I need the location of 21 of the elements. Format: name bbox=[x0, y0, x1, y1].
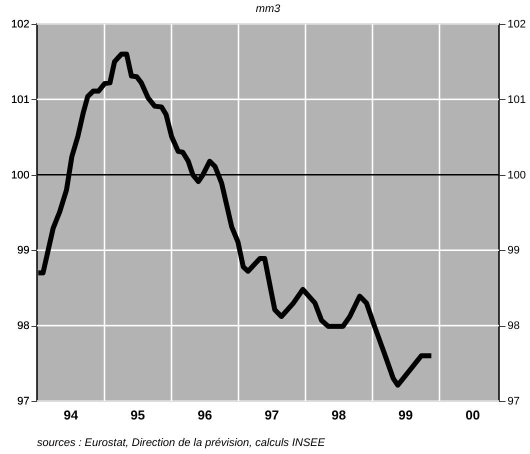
x-tick-label: 96 bbox=[198, 408, 212, 422]
y-tick-label: 97 bbox=[17, 396, 30, 408]
y2-tick-label: 100 bbox=[508, 169, 526, 182]
x-tick-label: 97 bbox=[264, 408, 280, 422]
x-tick-label: 98 bbox=[331, 408, 346, 422]
y-tick-label: 98 bbox=[17, 320, 30, 332]
x-tick-label: 00 bbox=[466, 408, 480, 422]
y-tick-label: 100 bbox=[11, 169, 30, 182]
x-tick-label: 95 bbox=[130, 408, 146, 422]
chart-title: mm3 bbox=[256, 3, 282, 15]
y2-tick-label: 101 bbox=[508, 94, 526, 106]
y2-tick-label: 98 bbox=[508, 320, 520, 332]
y-tick-label: 101 bbox=[11, 94, 30, 106]
y-tick-label: 99 bbox=[17, 244, 30, 257]
y2-tick-label: 99 bbox=[508, 244, 520, 257]
x-tick-label: 99 bbox=[398, 408, 413, 422]
y-tick-label: 102 bbox=[11, 18, 30, 30]
x-tick-label: 94 bbox=[64, 408, 79, 422]
source-note: sources : Eurostat, Direction de la prévision, calculs INSEE bbox=[37, 437, 326, 449]
y2-tick-label: 97 bbox=[508, 396, 520, 408]
y2-tick-label: 102 bbox=[508, 18, 526, 30]
